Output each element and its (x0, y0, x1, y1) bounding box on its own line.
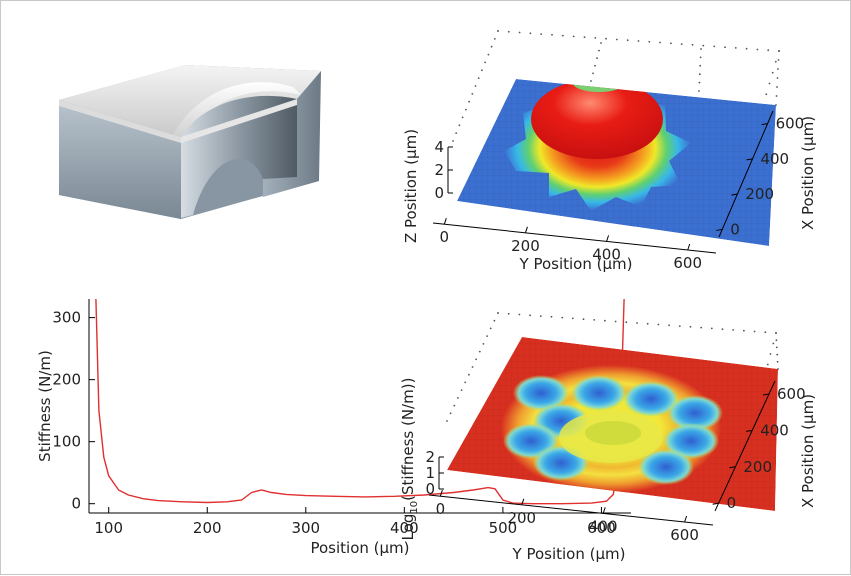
x-position-label: X Position (µm) (799, 116, 817, 230)
y-tick-label: 100 (52, 433, 81, 451)
z-position-label: Z Position (µm) (402, 129, 420, 243)
y-axis (432, 222, 717, 254)
y-tick (687, 243, 691, 251)
y-tick (521, 498, 525, 505)
z-tick-label: 2 (425, 448, 435, 466)
x-tick-label: 200 (745, 185, 774, 203)
stiffness-blob (513, 375, 569, 411)
block-model (59, 65, 321, 219)
x-tick-label: 200 (743, 458, 772, 476)
stiffness-blob (663, 423, 719, 459)
y-tick (602, 507, 606, 514)
x-tick-label: 0 (730, 220, 740, 238)
y-position-label: Y Position (µm) (519, 255, 633, 273)
z-tick-label: 1 (425, 464, 435, 482)
x-axis (718, 110, 774, 238)
y-axis-label: Stiffness (N/m) (36, 350, 54, 462)
x-tick-label: 100 (94, 519, 123, 537)
stiffness-blob (571, 375, 627, 411)
x-tick (762, 393, 770, 396)
x-tick (716, 228, 723, 231)
x-tick-label: 500 (489, 519, 518, 537)
y-tick-label: 400 (592, 245, 621, 263)
x-tick-label: 200 (193, 519, 222, 537)
x-tick-label: 600 (776, 115, 805, 133)
z-stiffness-label: Log10(Stiffness (N/m)) (399, 378, 420, 541)
stiffness-blob (638, 449, 694, 485)
x-axis (714, 380, 776, 512)
y-position-label: Y Position (µm) (512, 545, 626, 563)
x-tick-label: 600 (587, 519, 616, 537)
z-tick-label: 0 (434, 184, 444, 202)
y-tick-label: 300 (52, 309, 81, 327)
x-tick (712, 502, 719, 505)
block-right-face (263, 71, 321, 197)
y-tick-label: 0 (440, 228, 450, 246)
z-tick-label: 0 (425, 480, 435, 498)
y-tick (439, 490, 443, 497)
y-tick (524, 226, 528, 233)
block-cavity (181, 95, 297, 218)
z-tick-label: 2 (434, 161, 444, 179)
y-tick (684, 515, 688, 523)
y-tick (443, 218, 447, 225)
x-tick (746, 429, 753, 432)
x-tick-label: 400 (760, 421, 789, 439)
x-tick-label: 300 (291, 519, 320, 537)
y-tick-label: 0 (71, 495, 81, 513)
x-axis-label: Position (µm) (310, 539, 409, 557)
surface-dome (531, 79, 663, 159)
x-tick-label: 400 (760, 150, 789, 168)
y-tick-label: 0 (436, 500, 446, 518)
stiffness-line (95, 298, 625, 505)
y-axis (428, 494, 714, 526)
stiffness-blob (623, 381, 679, 417)
x-tick (731, 193, 738, 196)
y-tick-label: 200 (52, 371, 81, 389)
y-tick-label: 200 (507, 509, 536, 527)
y-tick-label: 200 (511, 237, 540, 255)
x-position-label: X Position (µm) (799, 394, 817, 508)
x-tick (746, 158, 753, 161)
x-tick-label: 0 (727, 494, 737, 512)
x-tick-label: 600 (777, 385, 806, 403)
z-tick-label: 4 (434, 138, 444, 156)
y-tick-label: 600 (673, 254, 702, 272)
y-tick-label: 400 (589, 517, 618, 535)
stiffness-blob (667, 395, 723, 431)
y-tick (606, 235, 610, 242)
x-tick-label: 400 (390, 519, 419, 537)
x-tick (729, 466, 736, 469)
x-tick (761, 123, 768, 126)
y-tick-label: 600 (670, 526, 699, 544)
